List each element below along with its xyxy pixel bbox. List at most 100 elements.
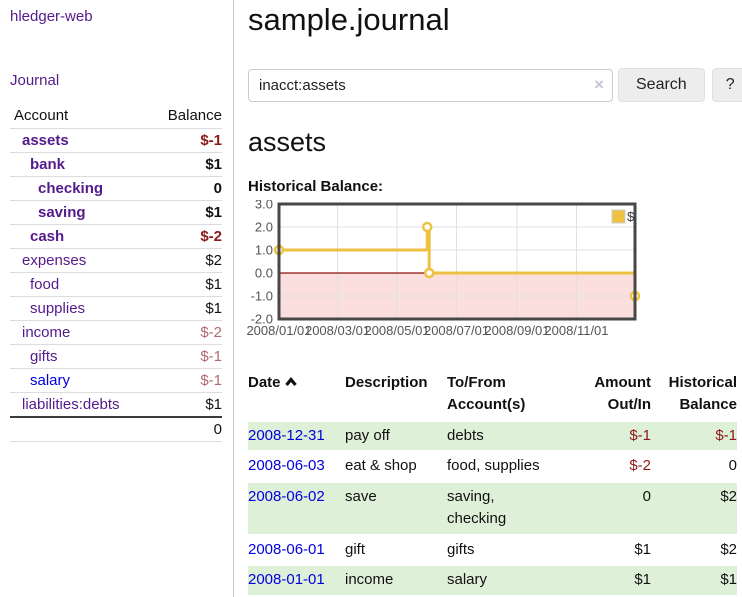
account-balance: $1 bbox=[205, 396, 222, 413]
transaction-amount: $-1 bbox=[583, 421, 651, 453]
register-row: 2008-06-02 save saving, checking 0 $2 bbox=[248, 482, 737, 536]
clear-search-icon[interactable]: × bbox=[594, 74, 604, 94]
account-balance: $2 bbox=[148, 248, 222, 273]
account-link[interactable]: expenses bbox=[22, 252, 87, 269]
historical-balance-chart: $3.0 2.0 1.0 0.0 -1.0 -2.0 2008/01/01 2008/03/0… bbox=[246, 197, 742, 354]
account-link[interactable]: gifts bbox=[30, 348, 58, 365]
transaction-date-link[interactable]: 2008-06-01 bbox=[248, 540, 325, 558]
account-row: supplies $1 bbox=[10, 296, 222, 321]
register-row: 2008-06-01 gift gifts $1 $2 bbox=[248, 534, 737, 567]
brand: hledger-web bbox=[10, 8, 222, 25]
svg-text:-1.0: -1.0 bbox=[251, 289, 273, 304]
account-link[interactable]: saving bbox=[38, 204, 86, 221]
search-input[interactable] bbox=[248, 68, 613, 102]
register-header-row: Date Description To/From Account(s) Amou… bbox=[248, 370, 737, 422]
search-box: × bbox=[248, 68, 613, 102]
account-link[interactable]: income bbox=[22, 324, 71, 341]
account-row: saving $1 bbox=[10, 200, 222, 225]
transaction-date-link[interactable]: 2008-01-01 bbox=[248, 571, 325, 589]
register-row: 2008-01-01 income salary $1 $1 bbox=[248, 565, 737, 597]
sidebar: hledger-web Journal Account Balance asse… bbox=[0, 0, 234, 597]
transaction-balance: $2 bbox=[651, 482, 737, 536]
account-link[interactable]: cash bbox=[30, 228, 65, 245]
transaction-balance: $-1 bbox=[651, 421, 737, 453]
account-link[interactable]: food bbox=[30, 276, 60, 293]
transaction-description: pay off bbox=[345, 421, 447, 453]
transaction-accounts: debts bbox=[447, 421, 583, 453]
account-row: checking 0 bbox=[10, 176, 222, 201]
accounts-total-value: 0 bbox=[148, 416, 222, 442]
svg-text:2008/11/01: 2008/11/01 bbox=[544, 323, 608, 338]
transaction-description: save bbox=[345, 482, 447, 536]
account-row: cash $-2 bbox=[10, 224, 222, 249]
account-link[interactable]: liabilities:debts bbox=[22, 396, 120, 413]
transaction-balance: $2 bbox=[651, 534, 737, 567]
svg-text:2008/05/01: 2008/05/01 bbox=[364, 323, 429, 338]
transaction-balance: 0 bbox=[651, 451, 737, 483]
register-row: 2008-06-03 eat & shop food, supplies $-2 0 bbox=[248, 451, 737, 483]
account-row: assets $-1 bbox=[10, 128, 222, 153]
svg-text:2.0: 2.0 bbox=[255, 220, 273, 235]
transaction-description: gift bbox=[345, 534, 447, 567]
register-header-accounts[interactable]: To/From Account(s) bbox=[447, 374, 526, 413]
svg-text:0.0: 0.0 bbox=[255, 266, 273, 281]
account-row: expenses $2 bbox=[10, 248, 222, 273]
account-balance: $-2 bbox=[148, 224, 222, 249]
page-title: sample.journal bbox=[248, 2, 450, 37]
account-balance: $1 bbox=[148, 200, 222, 225]
transaction-amount: 0 bbox=[583, 482, 651, 536]
transaction-amount: $-2 bbox=[583, 451, 651, 483]
account-balance: 0 bbox=[148, 176, 222, 201]
svg-text:-2.0: -2.0 bbox=[251, 312, 273, 327]
svg-text:2008/09/01: 2008/09/01 bbox=[484, 323, 549, 338]
search-button[interactable]: Search bbox=[618, 68, 705, 102]
transaction-amount: $1 bbox=[583, 534, 651, 567]
account-balance: $1 bbox=[148, 152, 222, 177]
svg-text:3.0: 3.0 bbox=[255, 200, 273, 212]
transaction-accounts: saving, checking bbox=[447, 482, 583, 536]
transaction-accounts: food, supplies bbox=[447, 451, 583, 483]
accounts-table: Account Balance assets $-1 bank $1 checking 0… bbox=[10, 104, 222, 442]
account-link[interactable]: checking bbox=[38, 180, 104, 197]
account-balance: $-1 bbox=[148, 128, 222, 153]
account-link[interactable]: supplies bbox=[30, 300, 86, 317]
account-balance: $-1 bbox=[148, 368, 222, 393]
register-header-amount[interactable]: Amount Out/In bbox=[594, 374, 651, 413]
account-link[interactable]: bank bbox=[30, 156, 66, 173]
accounts-header-account: Account bbox=[10, 104, 149, 129]
transaction-accounts: gifts bbox=[447, 534, 583, 567]
transaction-date-link[interactable]: 2008-12-31 bbox=[248, 426, 325, 444]
transaction-amount: $1 bbox=[583, 565, 651, 597]
help-button[interactable]: ? bbox=[711, 68, 742, 102]
account-link[interactable]: assets bbox=[22, 132, 69, 149]
nav-journal-link[interactable]: Journal bbox=[10, 72, 60, 89]
register-header-description[interactable]: Description bbox=[345, 374, 428, 391]
brand-link[interactable]: hledger-web bbox=[10, 8, 93, 25]
transaction-date-link[interactable]: 2008-06-02 bbox=[248, 488, 325, 505]
accounts-total-row: 0 bbox=[10, 416, 222, 442]
account-row: salary $-1 bbox=[10, 368, 222, 393]
account-balance: $1 bbox=[148, 272, 222, 297]
account-row: food $1 bbox=[10, 272, 222, 297]
account-row: gifts $-1 bbox=[10, 344, 222, 369]
account-link[interactable]: salary bbox=[30, 372, 71, 389]
account-balance: $-1 bbox=[148, 344, 222, 369]
svg-text:2008/01/01: 2008/01/01 bbox=[246, 323, 311, 338]
accounts-header-balance: Balance bbox=[148, 104, 222, 129]
register-row: 2008-12-31 pay off debts $-1 $-1 bbox=[248, 421, 737, 453]
main-content: sample.journal × Search ? assets Histori… bbox=[234, 0, 742, 597]
account-balance: $-2 bbox=[148, 320, 222, 345]
register-header-date[interactable]: Date bbox=[248, 370, 345, 422]
svg-text:2008/07/01: 2008/07/01 bbox=[424, 323, 489, 338]
svg-text:1.0: 1.0 bbox=[255, 243, 273, 258]
register-header-balance[interactable]: Historical Balance bbox=[668, 374, 737, 413]
transaction-date-link[interactable]: 2008-06-03 bbox=[248, 457, 325, 475]
account-row: bank $1 bbox=[10, 152, 222, 177]
register-table: Date Description To/From Account(s) Amou… bbox=[248, 370, 737, 597]
sort-ascending-icon bbox=[284, 377, 297, 387]
account-balance: $1 bbox=[148, 296, 222, 321]
svg-text:2008/03/01: 2008/03/01 bbox=[305, 323, 370, 338]
chart-label: Historical Balance: bbox=[248, 178, 384, 195]
svg-text:$: $ bbox=[627, 209, 635, 224]
